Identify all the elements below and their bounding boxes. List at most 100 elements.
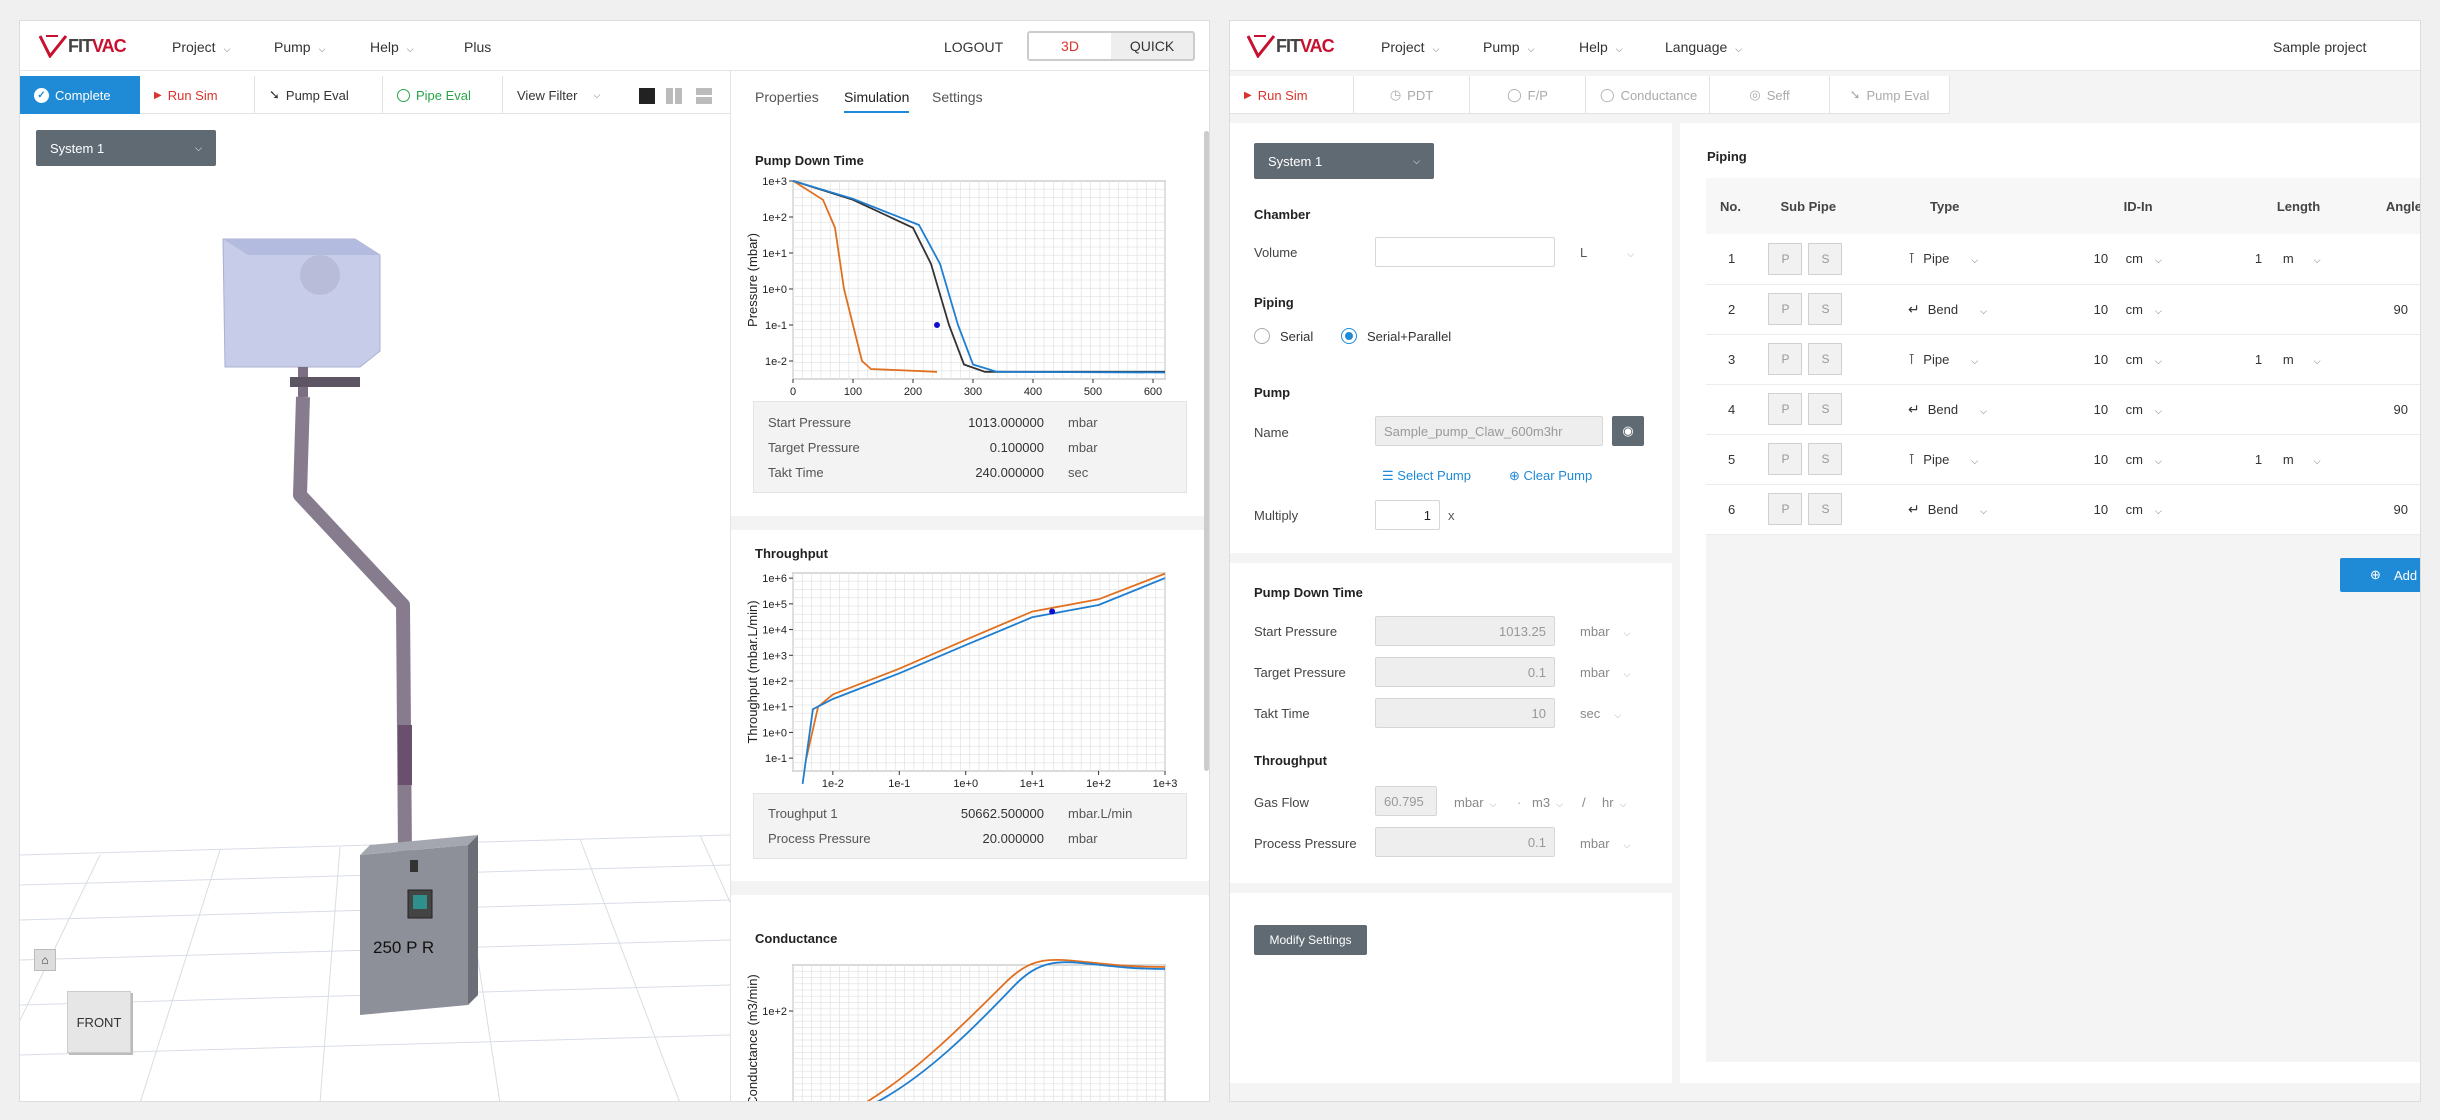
id-unit-select[interactable]: cm ⌵ [2125,501,2162,517]
layout-single-icon[interactable] [639,88,655,104]
seff-button[interactable]: ◎ Seff [1710,76,1830,114]
panel-scrollbar[interactable] [1204,131,1209,771]
sub-pipe-p-button[interactable]: P [1768,443,1803,475]
sub-pipe-p-button[interactable]: P [1768,493,1803,525]
clear-pump-link[interactable]: ⊕ Clear Pump [1509,468,1593,483]
pdt-setting-unit[interactable]: mbar ⌵ [1580,665,1631,680]
pump-eval-button[interactable]: ➘ Pump Eval [255,76,383,114]
layout-stack-icon[interactable] [696,88,712,104]
length-unit-select[interactable]: m ⌵ [2282,251,2321,267]
multiply-input[interactable]: 1 [1375,500,1440,530]
layout-split-icon[interactable] [666,88,682,104]
angle-cell[interactable]: 90 [2393,401,2408,417]
id-in-cell[interactable]: 10 cm ⌵ [2093,351,2162,367]
view-3d-button[interactable]: 3D [1029,33,1111,59]
fp-button[interactable]: ◯ F/P [1470,76,1586,114]
type-select[interactable]: ↵ Bend ⌵ [1907,400,1987,417]
angle-cell[interactable] [2374,234,2420,284]
process-pressure-input[interactable]: 0.1 [1375,827,1555,857]
angle-cell[interactable]: 90 [2393,301,2408,317]
length-cell[interactable]: 1 m ⌵ [2254,251,2321,267]
length-cell[interactable] [2227,484,2374,534]
system-select[interactable]: System 1 ⌵ [36,130,216,166]
pdt-button[interactable]: ◷ PDT [1354,76,1470,114]
id-unit-select[interactable]: cm ⌵ [2125,401,2162,417]
sub-pipe-s-button[interactable]: S [1808,242,1843,275]
serial-parallel-radio[interactable]: Serial+Parallel [1341,328,1451,344]
view-filter-dropdown[interactable]: View Filter ⌵ [517,87,601,103]
tab-simulation[interactable]: Simulation [844,89,910,113]
id-in-cell[interactable]: 10 cm ⌵ [2093,451,2162,467]
menu-project-right[interactable]: Project ⌵ [1381,39,1440,55]
length-cell[interactable] [2227,384,2374,434]
length-cell[interactable] [2227,284,2374,334]
pdt-setting-input[interactable]: 1013.25 [1375,616,1555,646]
sub-pipe-p-button[interactable]: P [1768,393,1803,425]
system-select-right[interactable]: System 1 ⌵ [1254,143,1434,179]
pdt-setting-unit[interactable]: mbar ⌵ [1580,624,1631,639]
sub-pipe-p-button[interactable]: P [1768,242,1803,275]
tab-settings[interactable]: Settings [932,89,983,105]
view-pump-eye-button[interactable]: ◉ [1612,416,1644,446]
run-sim-button[interactable]: ▶ Run Sim [140,76,255,114]
id-unit-select[interactable]: cm ⌵ [2125,351,2162,367]
type-select[interactable]: ↵ Bend ⌵ [1907,300,1987,317]
volume-unit-select[interactable]: L ⌵ [1580,245,1635,260]
sub-pipe-s-button[interactable]: S [1808,343,1843,375]
home-view-icon[interactable]: ⌂ [34,949,56,971]
gas-flow-unit1[interactable]: mbar ⌵ [1454,795,1497,810]
menu-pump-right[interactable]: Pump ⌵ [1483,39,1535,55]
id-unit-select[interactable]: cm ⌵ [2125,251,2162,267]
length-unit-select[interactable]: m ⌵ [2282,351,2321,367]
pdt-setting-input[interactable]: 0.1 [1375,657,1555,687]
id-in-cell[interactable]: 10 cm ⌵ [2093,251,2162,267]
select-pump-link[interactable]: ☰ Select Pump [1382,468,1471,483]
add-pipe-button[interactable]: ⊕ Add [2340,558,2420,592]
angle-cell[interactable] [2374,434,2420,484]
length-cell[interactable]: 1 m ⌵ [2254,451,2321,467]
sub-pipe-s-button[interactable]: S [1808,393,1843,425]
menu-plus[interactable]: Plus [464,39,492,55]
menu-help-right[interactable]: Help ⌵ [1579,39,1623,55]
id-in-cell[interactable]: 10 cm ⌵ [2093,301,2162,317]
menu-pump[interactable]: Pump ⌵ [274,39,326,55]
process-pressure-unit[interactable]: mbar ⌵ [1580,836,1631,851]
menu-help[interactable]: Help ⌵ [370,39,414,55]
logout-link[interactable]: LOGOUT [944,39,1004,55]
sub-pipe-p-button[interactable]: P [1768,343,1803,375]
pipe-eval-button[interactable]: Pipe Eval [383,76,503,114]
id-in-cell[interactable]: 10 cm ⌵ [2093,401,2162,417]
pump-eval-button-right[interactable]: ➘ Pump Eval [1830,76,1950,114]
type-select[interactable]: ⊺ Pipe ⌵ [1907,250,1979,267]
gas-flow-input[interactable]: 60.795 [1375,786,1437,816]
3d-viewport[interactable]: System 1 ⌵ 250 P R ⌂ FRONT [20,115,730,1101]
sub-pipe-p-button[interactable]: P [1768,293,1803,325]
modify-settings-button[interactable]: Modify Settings [1254,925,1367,955]
run-sim-button-right[interactable]: ▶ Run Sim [1230,76,1354,114]
id-in-cell[interactable]: 10 cm ⌵ [2093,501,2162,517]
angle-cell[interactable] [2374,334,2420,384]
sub-pipe-s-button[interactable]: S [1808,493,1843,525]
type-select[interactable]: ⊺ Pipe ⌵ [1907,450,1979,467]
menu-language[interactable]: Language ⌵ [1665,39,1743,55]
complete-button[interactable]: ✓ Complete [20,76,140,114]
type-select[interactable]: ⊺ Pipe ⌵ [1907,350,1979,367]
gas-flow-unit2[interactable]: m3 ⌵ [1532,795,1563,810]
length-cell[interactable]: 1 m ⌵ [2254,351,2321,367]
sub-pipe-s-button[interactable]: S [1808,443,1843,475]
orientation-cube[interactable]: FRONT [67,991,131,1053]
serial-radio[interactable]: Serial [1254,328,1313,344]
pump-name-input[interactable]: Sample_pump_Claw_600m3hr [1375,416,1603,446]
angle-cell[interactable]: 90 [2393,501,2408,517]
sub-pipe-s-button[interactable]: S [1808,293,1843,325]
pdt-setting-input[interactable]: 10 [1375,698,1555,728]
gas-flow-unit3[interactable]: hr ⌵ [1602,795,1627,810]
id-unit-select[interactable]: cm ⌵ [2125,451,2162,467]
length-unit-select[interactable]: m ⌵ [2282,451,2321,467]
type-select[interactable]: ↵ Bend ⌵ [1907,500,1987,517]
volume-input[interactable] [1375,237,1555,267]
id-unit-select[interactable]: cm ⌵ [2125,301,2162,317]
menu-project[interactable]: Project ⌵ [172,39,231,55]
pdt-setting-unit[interactable]: sec ⌵ [1580,706,1622,721]
conductance-button[interactable]: ◯ Conductance [1586,76,1710,114]
